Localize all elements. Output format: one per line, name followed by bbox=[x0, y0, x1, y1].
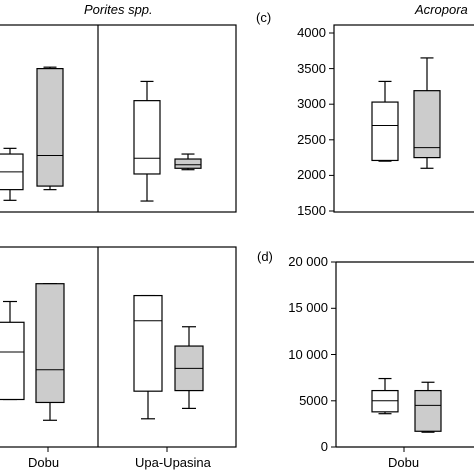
panel-bottom-right-box-1-iqr bbox=[414, 389, 442, 432]
panel-top-left-box-2 bbox=[133, 80, 161, 202]
xaxis-ticks bbox=[47, 447, 405, 452]
yaxis-ticks-bottom-right bbox=[331, 261, 336, 448]
yticks-top-right-2: 3000 bbox=[297, 96, 326, 112]
panel-label-c: (c) bbox=[256, 10, 272, 25]
panel-top-right-box-0 bbox=[371, 80, 399, 162]
panel-bottom-left-box-3 bbox=[174, 326, 204, 409]
panel-bottom-right-box-1 bbox=[414, 381, 442, 433]
panel-bottom-left-box-2-iqr bbox=[133, 294, 163, 392]
panel-top-right-box-1-iqr bbox=[413, 90, 441, 159]
yticks-bottom-right-2: 10 000 bbox=[288, 346, 328, 362]
panel-title-top-left: Porites spp. bbox=[84, 2, 153, 17]
panel-top-right-box-1 bbox=[413, 57, 441, 169]
panel-top-left-box-2-iqr bbox=[133, 100, 161, 175]
panel-label-d: (d) bbox=[257, 249, 273, 264]
panel-title-top-right: Acropora bbox=[415, 2, 468, 17]
panel-top-left-box-1-iqr bbox=[36, 67, 64, 187]
yticks-bottom-right-4: 0 bbox=[320, 439, 328, 454]
panel-bottom-left-box-2 bbox=[133, 294, 163, 420]
panel-top-right-box-0-iqr bbox=[371, 101, 399, 162]
panel-bottom-left-box-0-iqr bbox=[0, 321, 25, 401]
yticks-bottom-right-0: 20 000 bbox=[288, 254, 328, 269]
panel-top-left-box-1 bbox=[36, 66, 64, 191]
frame-top-left bbox=[0, 24, 237, 213]
yticks-top-right-3: 2500 bbox=[297, 131, 326, 147]
panel-top-left-box-3 bbox=[174, 153, 202, 171]
yticks-top-right-5: 1500 bbox=[297, 203, 326, 218]
panel-bottom-left-box-1-iqr bbox=[35, 283, 65, 404]
yticks-bottom-right-3: 5000 bbox=[299, 392, 328, 408]
xcat-bottom-right-group-0: Dobu bbox=[388, 455, 420, 470]
yaxis-ticks-top-right bbox=[329, 32, 334, 212]
panel-top-left-box-3-iqr bbox=[174, 158, 202, 169]
yticks-top-right-0: 4000 bbox=[297, 25, 326, 40]
xcat-bottom-left-group-1: Upa-Upasina bbox=[135, 455, 211, 470]
panel-bottom-right-box-0 bbox=[371, 377, 399, 415]
panel-bottom-left-box-1 bbox=[35, 283, 65, 421]
boxplot-marks bbox=[0, 57, 442, 433]
yticks-bottom-right-1: 15 000 bbox=[288, 300, 328, 316]
yticks-top-right-1: 3500 bbox=[297, 60, 326, 76]
panel-top-left-box-0 bbox=[0, 147, 24, 201]
frame-bottom-left bbox=[0, 246, 237, 448]
yticks-top-right-4: 2000 bbox=[297, 167, 326, 183]
panel-bottom-left-box-0 bbox=[0, 300, 25, 401]
frame-top-right bbox=[333, 24, 474, 213]
xcat-bottom-left-group-0: Dobu bbox=[28, 455, 60, 470]
